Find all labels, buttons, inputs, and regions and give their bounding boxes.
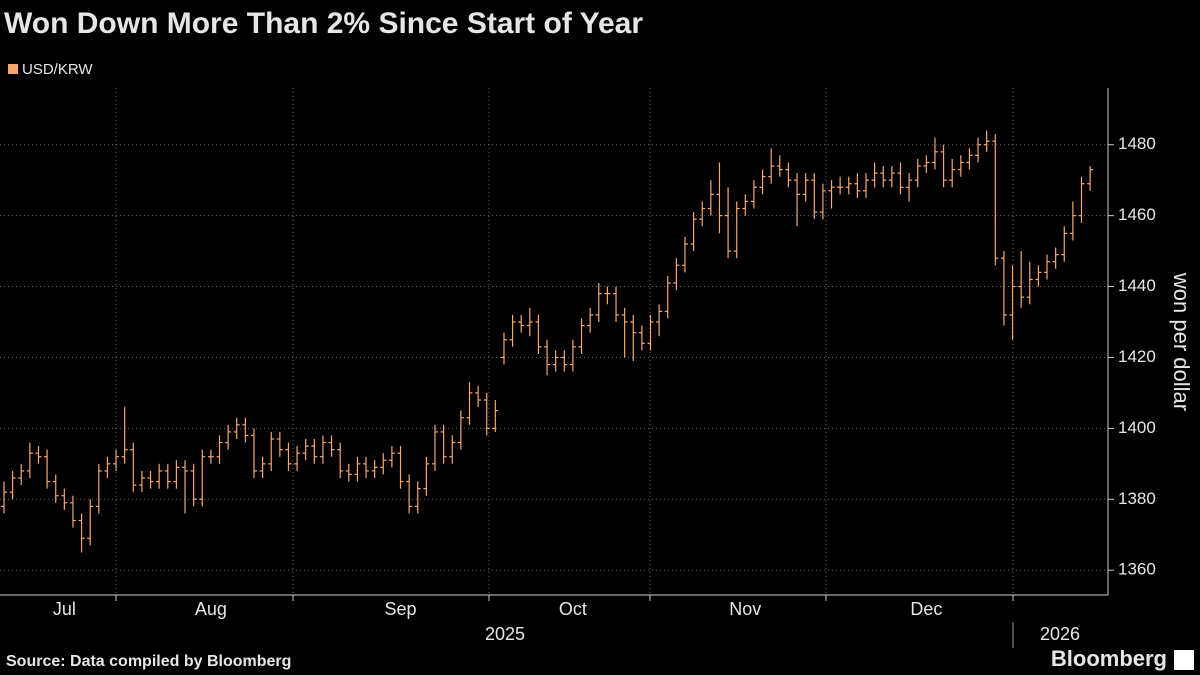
brand: Bloomberg xyxy=(1051,646,1167,671)
year-label: 2026 xyxy=(1040,624,1080,644)
y-tick-label: 1440 xyxy=(1118,276,1156,295)
x-tick-label: Nov xyxy=(729,599,761,619)
y-tick-label: 1420 xyxy=(1118,347,1156,366)
x-tick-label: Jul xyxy=(53,599,76,619)
y-tick-label: 1380 xyxy=(1118,489,1156,508)
chart-title: Won Down More Than 2% Since Start of Yea… xyxy=(4,7,643,40)
y-tick-label: 1480 xyxy=(1118,134,1156,153)
x-tick-label: Dec xyxy=(910,599,942,619)
x-tick-label: Sep xyxy=(385,599,417,619)
legend-swatch xyxy=(8,64,18,74)
y-tick-label: 1360 xyxy=(1118,560,1156,579)
year-label: 2025 xyxy=(485,624,525,644)
brand-icon xyxy=(1174,650,1194,670)
y-axis-title: won per dollar xyxy=(1169,272,1194,411)
x-tick-label: Oct xyxy=(559,599,587,619)
legend-label: USD/KRW xyxy=(22,61,93,78)
x-tick-label: Aug xyxy=(195,599,227,619)
source: Source: Data compiled by Bloomberg xyxy=(6,653,291,670)
y-tick-label: 1460 xyxy=(1118,205,1156,224)
y-tick-label: 1400 xyxy=(1118,418,1156,437)
